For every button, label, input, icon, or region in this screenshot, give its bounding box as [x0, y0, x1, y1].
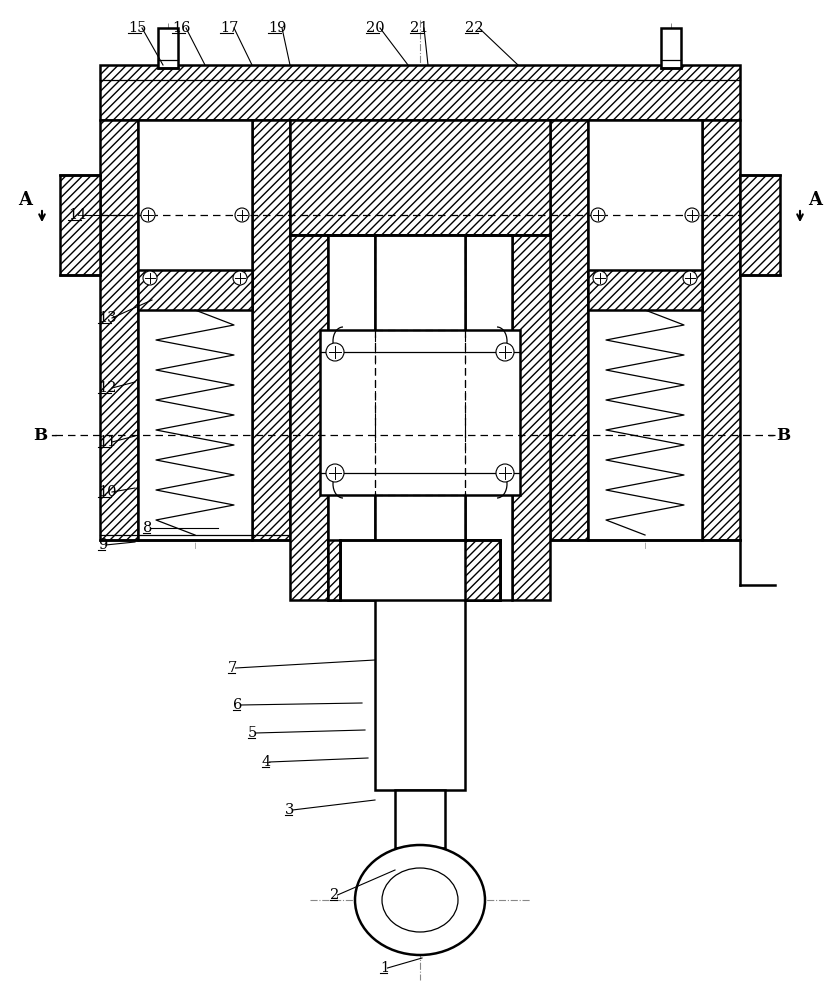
Text: 22: 22	[465, 21, 483, 35]
Text: A: A	[18, 191, 32, 209]
Bar	[138, 270, 252, 310]
Bar	[138, 120, 252, 540]
Ellipse shape	[355, 845, 485, 955]
Bar	[158, 28, 178, 68]
Circle shape	[143, 271, 157, 285]
Text: 7: 7	[228, 661, 237, 675]
Text: 4: 4	[262, 755, 271, 769]
Bar	[290, 120, 550, 235]
Bar	[100, 120, 138, 540]
Bar	[60, 175, 100, 275]
Bar	[702, 120, 740, 540]
Bar	[465, 235, 512, 600]
Bar	[512, 235, 550, 600]
Bar	[661, 28, 681, 68]
Text: 2: 2	[330, 888, 339, 902]
Bar	[740, 175, 780, 275]
Bar	[328, 235, 375, 600]
Bar	[290, 235, 328, 600]
Bar	[340, 540, 500, 600]
Bar	[375, 235, 465, 790]
Text: 14: 14	[68, 208, 86, 222]
Text: 17: 17	[220, 21, 238, 35]
Text: 19: 19	[268, 21, 286, 35]
Circle shape	[496, 343, 514, 361]
Circle shape	[591, 208, 605, 222]
Bar	[395, 790, 445, 848]
Text: -: -	[767, 426, 774, 444]
Circle shape	[326, 343, 344, 361]
Circle shape	[683, 271, 697, 285]
Text: 20: 20	[366, 21, 384, 35]
Bar	[320, 330, 520, 495]
Text: A: A	[808, 191, 822, 209]
Circle shape	[235, 208, 249, 222]
Text: 3: 3	[285, 803, 294, 817]
Text: -: -	[50, 426, 56, 444]
Bar	[465, 540, 500, 600]
Text: 11: 11	[98, 435, 117, 449]
Text: 8: 8	[143, 521, 153, 535]
Text: 6: 6	[233, 698, 242, 712]
Bar	[328, 540, 340, 600]
Text: 9: 9	[98, 538, 107, 552]
Text: B: B	[33, 426, 47, 444]
Text: 5: 5	[248, 726, 258, 740]
Bar	[550, 120, 588, 540]
Text: 1: 1	[380, 961, 389, 975]
Bar	[588, 270, 702, 310]
Text: 21: 21	[410, 21, 429, 35]
Text: 16: 16	[172, 21, 190, 35]
Circle shape	[496, 464, 514, 482]
Circle shape	[233, 271, 247, 285]
Circle shape	[326, 464, 344, 482]
Circle shape	[141, 208, 155, 222]
Text: B: B	[776, 426, 790, 444]
Circle shape	[593, 271, 607, 285]
Text: 10: 10	[98, 485, 117, 499]
Bar	[100, 65, 740, 120]
Text: 15: 15	[128, 21, 146, 35]
Bar	[252, 120, 290, 540]
Ellipse shape	[382, 868, 458, 932]
Text: 13: 13	[98, 311, 117, 325]
Text: 12: 12	[98, 381, 117, 395]
Circle shape	[685, 208, 699, 222]
Bar	[588, 120, 702, 540]
